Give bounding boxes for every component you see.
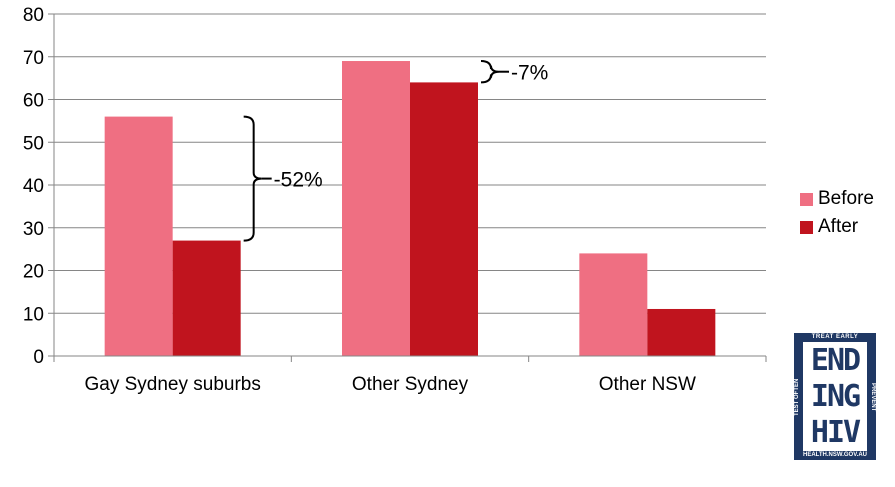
logo-top-text: TREAT EARLY [811, 334, 859, 340]
annotation-label: -52% [274, 169, 323, 192]
bars [104, 61, 716, 357]
y-tick-label: 80 [23, 5, 44, 26]
legend-item-after: After [800, 213, 874, 241]
y-tick-label: 0 [33, 347, 44, 368]
y-tick-label: 60 [23, 91, 44, 112]
logo-left-text: TEST OFTEN [794, 378, 800, 416]
y-tick-label: 40 [23, 176, 44, 197]
legend-swatch-after [800, 220, 813, 234]
legend-label-before: Before [818, 188, 874, 209]
legend-item-before: Before [800, 185, 874, 213]
y-tick-label: 30 [23, 219, 44, 240]
logo-row-3: HIV [810, 414, 861, 450]
annotation-brace [243, 115, 262, 242]
annotations: -52% -7% [243, 60, 548, 242]
logo-bottom-text: HEALTH.NSW.GOV.AU [802, 452, 867, 458]
x-axis [53, 355, 767, 362]
category-label: Other Sydney [352, 374, 469, 395]
y-tick-label: 20 [23, 262, 44, 283]
category-label: Gay Sydney suburbs [84, 374, 260, 395]
category-label: Other NSW [599, 374, 696, 395]
legend: Before After [800, 185, 874, 241]
bar-before [342, 61, 410, 357]
legend-label-after: After [818, 216, 859, 237]
logo-panel: END ING HIV [803, 342, 867, 451]
bar-after [172, 240, 241, 356]
logo-row-2: ING [810, 378, 861, 414]
logo-right-text: PREVENT [870, 382, 876, 412]
legend-swatch-before [800, 192, 813, 206]
logo-row-1: END [810, 342, 861, 378]
y-tick-label: 70 [23, 48, 44, 69]
annotation-label: -7% [511, 62, 548, 85]
y-tick-label: 10 [23, 304, 44, 325]
y-axis-ticks: 0 10 20 30 40 50 60 70 80 [23, 5, 55, 368]
bar-after [647, 308, 716, 356]
y-tick-label: 50 [23, 133, 44, 154]
bar-before [104, 116, 173, 356]
bar-before [579, 253, 648, 356]
annotation-brace [480, 60, 500, 84]
bar-after [410, 82, 478, 357]
ending-hiv-logo: TREAT EARLY TEST OFTEN PREVENT END ING H… [794, 333, 876, 460]
category-labels: Gay Sydney suburbs Other Sydney Other NSW [84, 374, 695, 395]
